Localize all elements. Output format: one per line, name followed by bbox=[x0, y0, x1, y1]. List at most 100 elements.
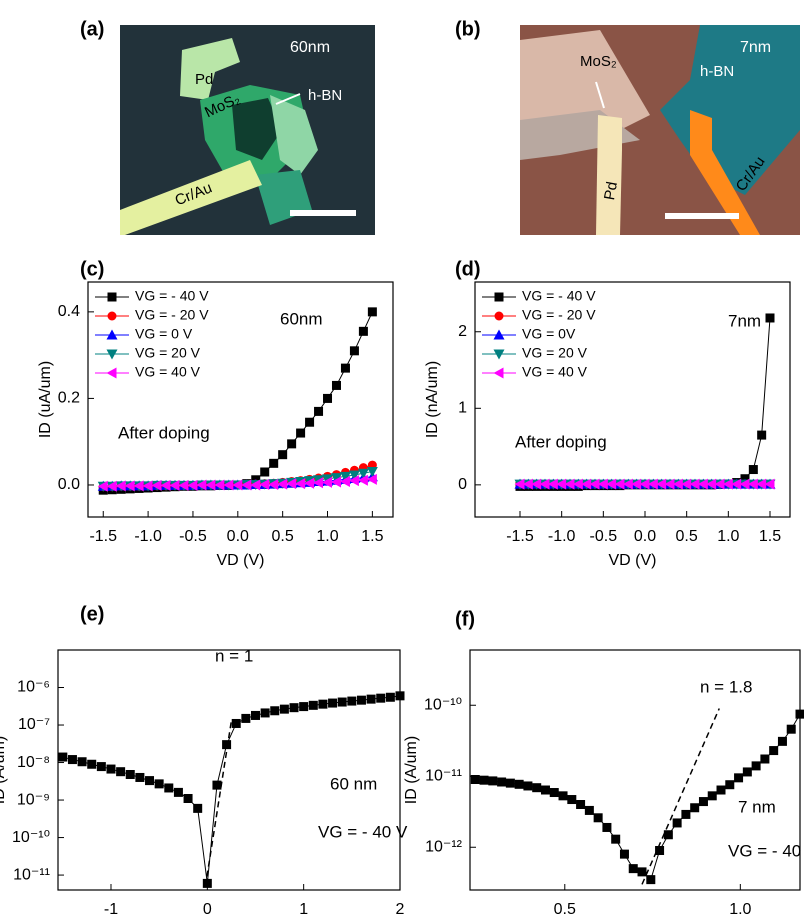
panel-label: (f) bbox=[455, 608, 475, 630]
marker bbox=[479, 775, 489, 785]
marker bbox=[97, 480, 108, 492]
marker bbox=[494, 311, 504, 321]
plot-frame bbox=[87, 281, 394, 518]
y-tick-label: 2 bbox=[458, 323, 467, 340]
x-tick-label: 0.5 bbox=[554, 901, 576, 918]
marker bbox=[734, 773, 744, 783]
y-tick-label: 0 bbox=[458, 476, 467, 493]
marker bbox=[250, 710, 260, 720]
marker bbox=[725, 780, 735, 790]
marker bbox=[584, 805, 594, 815]
x-tick-label: 0 bbox=[203, 901, 212, 918]
y-tick-label: 10⁻¹⁰ bbox=[12, 829, 50, 846]
marker bbox=[193, 803, 203, 813]
marker bbox=[124, 480, 135, 492]
marker bbox=[611, 834, 621, 844]
marker bbox=[764, 478, 775, 490]
marker bbox=[212, 780, 222, 790]
marker bbox=[348, 470, 360, 481]
marker bbox=[731, 478, 742, 490]
marker bbox=[231, 718, 241, 728]
marker bbox=[716, 785, 726, 795]
marker bbox=[260, 467, 270, 477]
marker bbox=[116, 767, 126, 777]
marker bbox=[748, 465, 758, 475]
marker bbox=[540, 785, 550, 795]
marker bbox=[760, 754, 770, 764]
x-tick-label: 1.0 bbox=[717, 528, 739, 545]
marker bbox=[278, 450, 288, 460]
x-tick-label: 0.0 bbox=[634, 528, 656, 545]
panel-label: (b) bbox=[455, 18, 481, 40]
image-text: MoS₂ bbox=[580, 53, 617, 70]
y-tick-label: 10⁻¹² bbox=[425, 838, 463, 855]
marker bbox=[337, 697, 347, 707]
legend-label: VG = 40 V bbox=[135, 364, 201, 380]
marker bbox=[214, 479, 225, 491]
marker bbox=[347, 696, 357, 706]
legend-label: VG = 20 V bbox=[135, 345, 201, 361]
marker bbox=[722, 478, 733, 490]
marker bbox=[522, 478, 533, 490]
y-tick-label: 0.4 bbox=[58, 303, 80, 320]
marker bbox=[322, 476, 333, 488]
marker bbox=[366, 467, 378, 478]
marker bbox=[106, 764, 116, 774]
marker bbox=[494, 292, 504, 302]
fit-line bbox=[204, 720, 233, 887]
marker bbox=[681, 478, 692, 490]
marker bbox=[133, 480, 144, 492]
marker bbox=[619, 849, 629, 859]
marker bbox=[151, 479, 162, 491]
marker bbox=[269, 458, 279, 468]
marker bbox=[628, 864, 638, 874]
legend-label: VG = 20 V bbox=[522, 345, 588, 361]
marker bbox=[756, 478, 767, 490]
marker bbox=[87, 759, 97, 769]
marker bbox=[331, 380, 341, 390]
x-axis-label: VD (V) bbox=[217, 552, 265, 569]
marker bbox=[597, 478, 608, 490]
marker bbox=[357, 468, 369, 479]
marker bbox=[106, 480, 117, 492]
marker bbox=[330, 473, 342, 484]
marker bbox=[314, 406, 324, 416]
image-text: h-BN bbox=[700, 63, 734, 80]
marker bbox=[690, 803, 700, 813]
series-line bbox=[520, 317, 771, 487]
annotation: 60 nm bbox=[330, 774, 377, 793]
marker bbox=[260, 708, 270, 718]
plot-frame bbox=[474, 281, 791, 518]
annotation: 7nm bbox=[728, 311, 761, 330]
image-text: Pd bbox=[601, 180, 621, 201]
marker bbox=[757, 430, 767, 440]
y-tick-label: 10⁻⁶ bbox=[17, 679, 50, 696]
marker bbox=[187, 479, 198, 491]
marker bbox=[241, 479, 252, 491]
marker bbox=[279, 704, 289, 714]
thickness: 7nm bbox=[740, 39, 771, 56]
thickness: 60nm bbox=[290, 39, 330, 56]
marker bbox=[656, 478, 667, 490]
marker bbox=[647, 478, 658, 490]
annotation: 7 nm bbox=[738, 797, 776, 816]
x-tick-label: 1.0 bbox=[729, 901, 751, 918]
marker bbox=[183, 793, 193, 803]
marker bbox=[769, 746, 779, 756]
marker bbox=[107, 292, 117, 302]
marker bbox=[178, 479, 189, 491]
legend-label: VG = 0V bbox=[522, 326, 576, 342]
marker bbox=[493, 329, 505, 340]
marker bbox=[539, 478, 550, 490]
marker bbox=[305, 417, 315, 427]
x-tick-label: 0.5 bbox=[272, 528, 294, 545]
marker bbox=[366, 473, 377, 485]
marker bbox=[698, 797, 708, 807]
x-tick-label: -1.5 bbox=[506, 528, 534, 545]
marker bbox=[739, 478, 750, 490]
legend-label: VG = - 20 V bbox=[135, 307, 209, 323]
y-tick-label: 1 bbox=[458, 400, 467, 417]
x-tick-label: -0.5 bbox=[590, 528, 618, 545]
